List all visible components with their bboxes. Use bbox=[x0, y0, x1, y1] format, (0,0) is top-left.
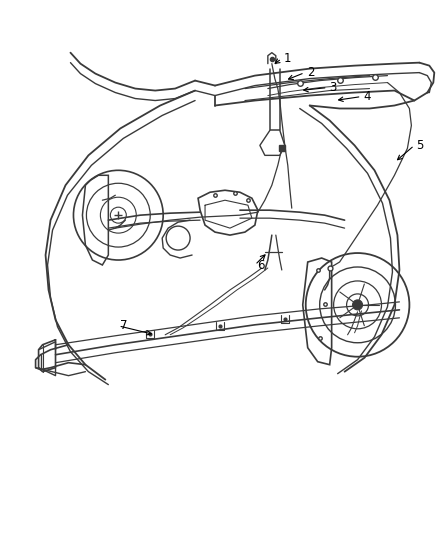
Text: 4: 4 bbox=[363, 90, 370, 103]
Text: 3: 3 bbox=[329, 81, 336, 94]
Text: 7: 7 bbox=[120, 319, 127, 332]
Text: 2: 2 bbox=[306, 66, 314, 79]
Circle shape bbox=[352, 300, 362, 310]
Text: 6: 6 bbox=[256, 259, 264, 271]
Text: 1: 1 bbox=[283, 52, 291, 65]
Text: 5: 5 bbox=[415, 139, 423, 152]
